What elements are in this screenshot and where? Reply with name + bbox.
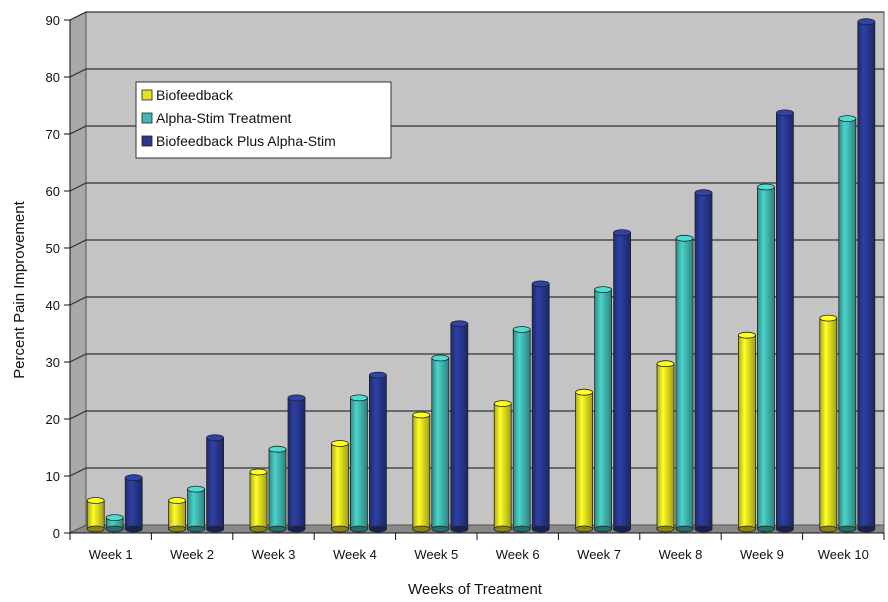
- bar-0: [412, 411, 431, 533]
- bar-0: [330, 440, 349, 533]
- legend: Biofeedback Alpha-Stim Treatment Biofeedba…: [135, 81, 392, 159]
- bar-1: [268, 445, 287, 533]
- bar-0: [738, 331, 756, 533]
- legend-swatch: [141, 89, 153, 101]
- x-tick-label: Week 3: [252, 547, 296, 562]
- x-axis-label: Weeks of Treatment: [408, 581, 543, 598]
- bar-1: [431, 354, 450, 533]
- gridline: [69, 11, 884, 21]
- y-tick-label: 20: [46, 412, 60, 427]
- bar-0: [575, 388, 593, 533]
- bar-0: [86, 497, 105, 533]
- bar-1: [105, 514, 124, 533]
- bar-1: [187, 485, 206, 533]
- y-axis-label: Percent Pain Improvement: [11, 200, 28, 378]
- legend-swatch: [141, 135, 153, 147]
- legend-swatch: [141, 112, 153, 124]
- bar-0: [656, 360, 675, 533]
- bar-2: [206, 434, 225, 533]
- bar-2: [450, 320, 469, 533]
- bar-2: [857, 18, 876, 533]
- bar-2: [613, 229, 631, 533]
- x-tick-label: Week 5: [414, 547, 458, 562]
- bar-2: [287, 394, 306, 533]
- x-axis: Week 1 Week 2 Week 3 Week 4 Week 5 Week 6 Week…: [69, 532, 885, 562]
- legend-label: Biofeedback Plus Alpha-Stim: [156, 133, 336, 149]
- y-tick-label: 90: [46, 13, 60, 28]
- bar-1: [675, 234, 694, 533]
- y-tick-label: 70: [46, 127, 60, 142]
- bars: [86, 18, 876, 533]
- legend-label: Biofeedback: [156, 87, 234, 103]
- x-tick-label: Week 6: [496, 547, 540, 562]
- bar-1: [838, 115, 857, 533]
- legend-label: Alpha-Stim Treatment: [156, 110, 291, 126]
- y-tick-label: 50: [46, 241, 60, 256]
- bar-1: [757, 183, 775, 533]
- bar-1: [594, 286, 612, 533]
- bar-0: [819, 314, 838, 533]
- bar-2: [124, 474, 143, 533]
- side-wall: [69, 11, 87, 534]
- bar-1: [349, 394, 368, 533]
- bar-0: [168, 497, 187, 533]
- bar-2: [531, 280, 550, 533]
- x-tick-label: Week 2: [170, 547, 214, 562]
- x-tick-label: Week 8: [659, 547, 703, 562]
- bar-1: [512, 326, 531, 533]
- x-tick-label: Week 1: [89, 547, 133, 562]
- y-tick-label: 0: [53, 526, 60, 541]
- y-tick-label: 40: [46, 298, 60, 313]
- y-axis: 0 10 20 30 40 50 60 70 80 90: [46, 13, 71, 541]
- x-tick-label: Week 9: [740, 547, 784, 562]
- x-tick-label: Week 10: [818, 547, 869, 562]
- bar-2: [368, 371, 387, 533]
- bar-0: [249, 468, 268, 533]
- y-tick-label: 10: [46, 469, 60, 484]
- y-tick-label: 60: [46, 184, 60, 199]
- legend-box: [135, 81, 392, 159]
- bar-2: [776, 109, 794, 533]
- gridline: [69, 125, 884, 135]
- x-tick-label: Week 7: [577, 547, 621, 562]
- y-tick-label: 80: [46, 70, 60, 85]
- bar-0: [493, 400, 512, 533]
- gridline: [69, 182, 884, 192]
- x-tick-label: Week 4: [333, 547, 377, 562]
- bar-2: [694, 189, 713, 533]
- y-tick-label: 30: [46, 355, 60, 370]
- gridline: [69, 68, 884, 78]
